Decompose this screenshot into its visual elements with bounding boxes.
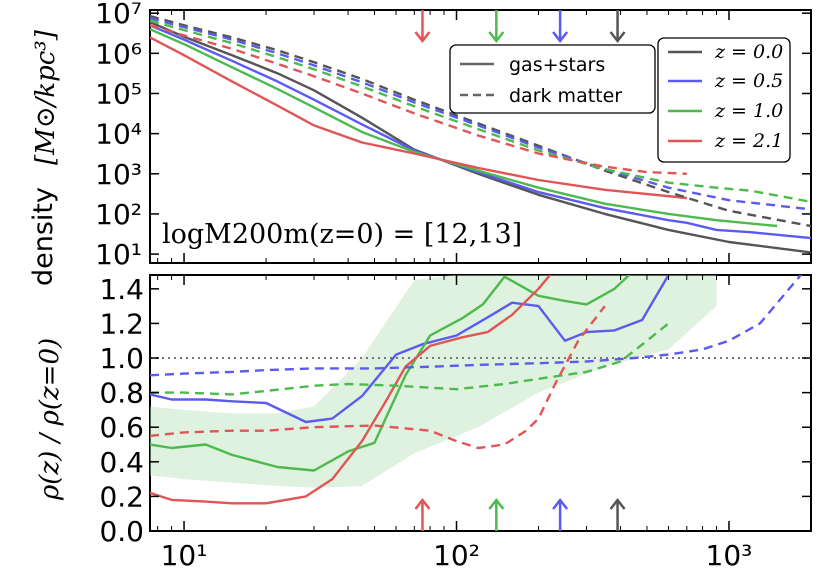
bottom-scale-markers bbox=[414, 497, 626, 531]
top-panel-frame bbox=[149, 9, 812, 264]
series-gas-stars-z-1-0 bbox=[150, 28, 778, 228]
series-dark-matter-z-0-5 bbox=[150, 17, 811, 211]
top-ytick-label: 10⁷ bbox=[95, 0, 142, 30]
top-marker-arrow-head bbox=[552, 31, 569, 44]
legend-redshifts-box bbox=[657, 37, 791, 163]
legend-dark-matter-label: dark matter bbox=[509, 85, 622, 107]
top-plot-area bbox=[150, 14, 811, 254]
bottom-marker-arrow-head bbox=[552, 497, 569, 510]
series-ratio-dark-matter-z-2-1 bbox=[150, 305, 606, 450]
top-marker-arrow-head bbox=[609, 31, 626, 44]
legend-z0-label: z = 0.0 bbox=[714, 41, 783, 63]
bottom-panel: 0.00.20.40.60.81.01.21.4 ρ(z) / ρ(z=0) bbox=[35, 273, 812, 548]
legend-z10-label: z = 1.0 bbox=[714, 100, 783, 122]
top-ytick-label: 10³ bbox=[95, 158, 142, 191]
bottom-panel-frame bbox=[149, 274, 812, 532]
legend-styles: gas+stars dark matter bbox=[449, 44, 656, 114]
series-ratio-dark-matter-z-1-0 bbox=[150, 322, 670, 396]
top-scale-markers bbox=[414, 10, 626, 44]
bottom-ytick-label: 0.8 bbox=[99, 377, 144, 410]
mass-range-annotation: logM200m(z=0) = [12,13] bbox=[162, 219, 522, 250]
series-dark-matter-z-1-0 bbox=[150, 19, 811, 204]
bottom-marker-arrow-head bbox=[488, 497, 505, 510]
bottom-marker-arrow-head bbox=[414, 497, 431, 510]
series-gas-stars-z-2-1 bbox=[150, 36, 687, 200]
xtick-label: 10¹ bbox=[161, 539, 208, 572]
series-ratio-gas-stars-z-0-5 bbox=[150, 275, 671, 424]
legend-redshifts: z = 0.0 z = 0.5 z = 1.0 z = 2.1 bbox=[657, 37, 791, 163]
bottom-ytick-label: 0.6 bbox=[99, 411, 144, 444]
bottom-ytick-label: 1.2 bbox=[99, 307, 144, 340]
bottom-plot-area bbox=[150, 275, 811, 505]
top-ytick-label: 10² bbox=[95, 198, 142, 231]
density-label: density bbox=[28, 187, 59, 286]
top-marker-arrow-head bbox=[414, 31, 431, 44]
x-axis-ticks: 10¹ 10² 10³ bbox=[157, 10, 753, 572]
top-y-axis-label: density [M⊙/kpc³] bbox=[28, 29, 61, 286]
legend-gas-stars-label: gas+stars bbox=[509, 54, 605, 76]
series-ratio-gas-stars-z-2-1 bbox=[150, 275, 552, 505]
bottom-ytick-label: 0.0 bbox=[99, 515, 144, 548]
series-gas-stars-z-0-5 bbox=[150, 24, 811, 240]
z10-scatter-band bbox=[150, 275, 717, 488]
legend-z05-label: z = 0.5 bbox=[714, 70, 783, 92]
series-dark-matter-z-2-1 bbox=[150, 24, 687, 175]
top-ytick-label: 10⁴ bbox=[95, 118, 142, 151]
series-ratio-gas-stars-z-1-0 bbox=[150, 275, 631, 472]
xtick-label: 10³ bbox=[706, 539, 753, 572]
legend-z21-label: z = 2.1 bbox=[714, 130, 783, 152]
bottom-marker-arrow-head bbox=[609, 497, 626, 510]
bottom-ytick-label: 0.4 bbox=[99, 446, 144, 479]
top-ytick-label: 10¹ bbox=[95, 238, 142, 271]
top-ytick-label: 10⁵ bbox=[95, 77, 142, 110]
legend-styles-box bbox=[449, 44, 656, 114]
density-units-label: [M⊙/kpc³] bbox=[31, 29, 61, 165]
bottom-ytick-label: 1.4 bbox=[99, 273, 144, 306]
bottom-y-ticks: 0.00.20.40.60.81.01.21.4 bbox=[99, 273, 811, 548]
top-ytick-label: 10⁶ bbox=[95, 37, 142, 70]
series-dark-matter-z-0-0 bbox=[150, 14, 811, 228]
bottom-ytick-label: 1.0 bbox=[99, 342, 144, 375]
xtick-label: 10² bbox=[433, 539, 480, 572]
top-marker-arrow-head bbox=[488, 31, 505, 44]
bottom-ytick-label: 0.2 bbox=[99, 480, 144, 513]
top-y-ticks: 10¹ 10² 10³ 10⁴ 10⁵ 10⁶ 10⁷ bbox=[95, 0, 811, 271]
ratio-label: ρ(z) / ρ(z=0) bbox=[35, 338, 65, 501]
